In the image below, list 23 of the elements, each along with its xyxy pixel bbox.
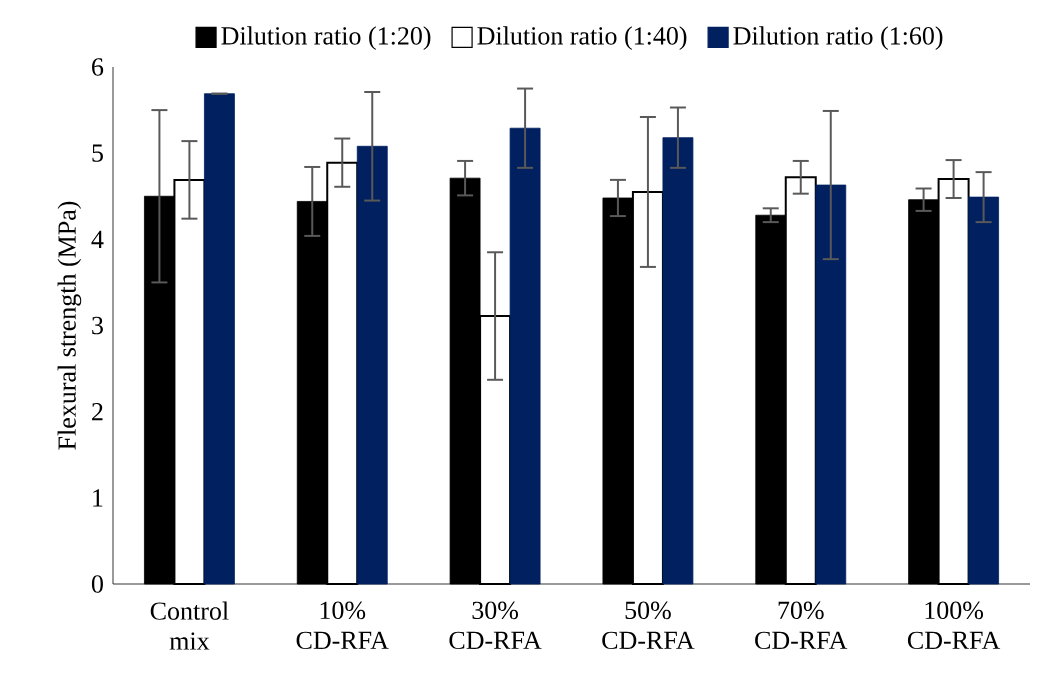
bar bbox=[204, 93, 235, 585]
bar bbox=[509, 127, 541, 585]
y-tick-label: 1 bbox=[93, 489, 103, 507]
x-tick-label: 10% CD-RFA bbox=[296, 601, 389, 650]
legend-label: Dilution ratio (1:60) bbox=[733, 26, 943, 50]
y-tick-label: 2 bbox=[92, 403, 103, 421]
legend-label: Dilution ratio (1:40) bbox=[477, 26, 687, 50]
x-tick-label: 70% CD-RFA bbox=[755, 601, 848, 650]
y-axis-title: Flexural strength (MPa) bbox=[57, 201, 82, 450]
bar bbox=[356, 145, 388, 585]
x-tick-label: Control mix bbox=[150, 601, 229, 650]
y-tick-label: 0 bbox=[91, 575, 103, 593]
legend-label: Dilution ratio (1:20) bbox=[221, 26, 431, 50]
x-tick-label: 30% CD-RFA bbox=[449, 601, 542, 650]
x-tick-label: 100% CD-RFA bbox=[907, 601, 1001, 650]
bar bbox=[968, 196, 999, 585]
y-tick-label: 6 bbox=[92, 58, 104, 76]
x-tick-label: 50% CD-RFA bbox=[602, 601, 695, 650]
bar bbox=[662, 137, 694, 585]
bar bbox=[815, 184, 847, 585]
y-tick-label: 3 bbox=[92, 316, 103, 335]
y-tick-label: 4 bbox=[91, 230, 104, 248]
y-tick-label: 5 bbox=[92, 144, 103, 162]
